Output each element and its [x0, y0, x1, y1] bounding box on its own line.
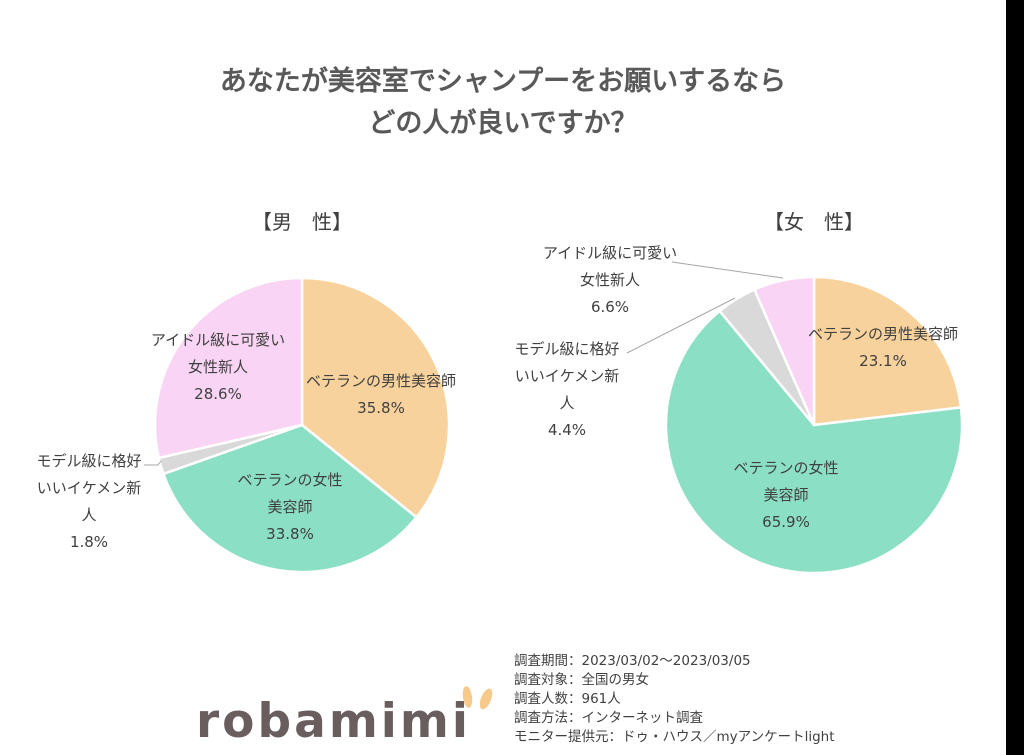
label-text: ベテランの男性美容師 [808, 325, 959, 343]
male-model-leader-line [144, 460, 162, 466]
label-text: 美容師 [763, 486, 809, 504]
male-label-idol: アイドル級に可愛い 女性新人 28.6% [148, 327, 288, 408]
label-text: いいイケメン新 [36, 479, 142, 497]
chart-title-line1: あなたが美容室でシャンプーをお願いするなら [219, 66, 787, 97]
male-label-veteran-female: ベテランの女性 美容師 33.8% [230, 467, 350, 548]
female-label-idol: アイドル級に可愛い 女性新人 6.6% [540, 240, 680, 321]
label-text: 女性新人 [579, 271, 640, 289]
label-text: 人 [559, 394, 575, 412]
male-label-veteran-male: ベテランの男性美容師 35.8% [306, 368, 456, 422]
label-percent: 6.6% [590, 298, 630, 316]
survey-provider: モニター提供元：ドゥ・ハウス／myアンケートlight [514, 729, 835, 745]
label-text: ベテランの男性美容師 [306, 372, 457, 390]
label-percent: 28.6% [194, 385, 242, 403]
label-text: モデル級に格好 [514, 340, 620, 358]
survey-method: 調査方法：インターネット調査 [514, 710, 703, 726]
survey-period: 調査期間：2023/03/02～2023/03/05 [514, 653, 751, 669]
survey-count: 調査人数：961人 [514, 691, 621, 707]
label-percent: 23.1% [859, 352, 907, 370]
female-idol-leader-line [671, 261, 784, 279]
label-text: アイドル級に可愛い [542, 244, 678, 262]
label-text: 女性新人 [187, 358, 248, 376]
robamimi-logo: robamimi [196, 694, 471, 749]
label-text: 人 [81, 506, 97, 524]
label-percent: 65.9% [762, 513, 810, 531]
pie-slice [300, 276, 451, 519]
female-label-veteran-female: ベテランの女性 美容師 65.9% [726, 455, 846, 536]
label-text: ベテランの女性 [733, 459, 839, 477]
chart-title-line2: どの人が良いですか？ [368, 108, 638, 139]
female-label-model: モデル級に格好 いいイケメン新 人 4.4% [510, 336, 624, 444]
label-percent: 1.8% [69, 533, 109, 551]
pie-slice [162, 423, 418, 574]
pie-slice [664, 309, 964, 575]
label-percent: 4.4% [547, 421, 587, 439]
label-percent: 35.8% [357, 399, 405, 417]
right-edge-bar [1006, 0, 1024, 755]
male-label-model: モデル級に格好 いいイケメン新 人 1.8% [32, 448, 146, 556]
female-label-veteran-male: ベテランの男性美容師 23.1% [808, 321, 958, 375]
survey-target: 調査対象：全国の男女 [514, 672, 649, 688]
label-text: いいイケメン新 [514, 367, 620, 385]
pie-slice [753, 275, 816, 427]
male-pie-chart [153, 276, 451, 574]
female-heading: 【女 性】 [764, 210, 864, 234]
label-text: ベテランの女性 [237, 471, 343, 489]
female-pie-chart [664, 275, 964, 575]
label-text: 美容師 [267, 498, 313, 516]
female-model-leader-line [626, 297, 736, 354]
label-text: モデル級に格好 [36, 452, 142, 470]
label-text: アイドル級に可愛い [150, 331, 286, 349]
survey-info: 調査期間：2023/03/02～2023/03/05 調査対象：全国の男女 調査… [514, 652, 835, 747]
pie-slice [812, 275, 963, 427]
male-heading: 【男 性】 [252, 210, 352, 234]
label-percent: 33.8% [266, 525, 314, 543]
pie-slice [153, 276, 304, 460]
